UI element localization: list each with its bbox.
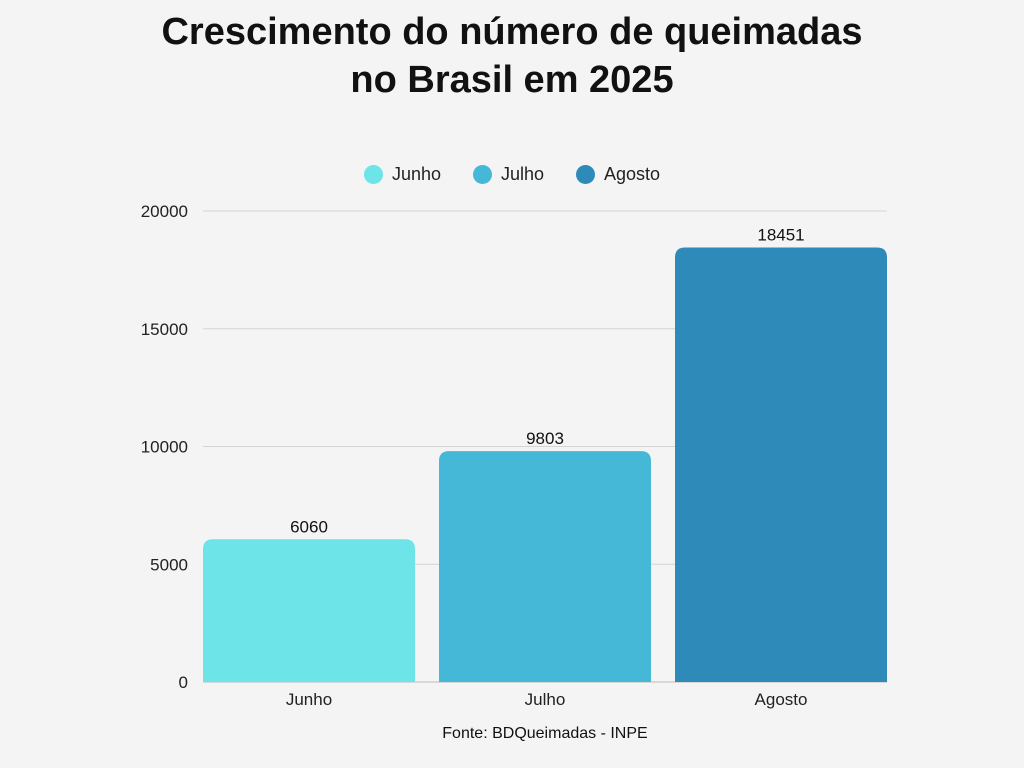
legend-label-julho: Julho <box>500 164 545 184</box>
x-tick-label-agosto: Agosto <box>755 690 808 709</box>
legend-item-julho[interactable]: Julho <box>472 164 545 185</box>
chart-title-line-1: Crescimento do número de queimadas <box>161 11 863 53</box>
y-tick-label-0: 0 <box>179 673 188 692</box>
data-label-agosto: 18451 <box>757 225 804 244</box>
data-label-junho: 6060 <box>290 517 328 536</box>
bar-agosto <box>675 247 887 682</box>
chart-title-line-2: no Brasil em 2025 <box>350 59 674 101</box>
y-tick-label-10000: 10000 <box>141 438 188 457</box>
legend-item-agosto[interactable]: Agosto <box>576 164 660 185</box>
legend-label-agosto: Agosto <box>604 164 661 184</box>
chart-title: Crescimento do número de queimadas no Br… <box>0 8 1024 104</box>
y-tick-label-15000: 15000 <box>141 320 188 339</box>
data-label-julho: 9803 <box>526 429 564 448</box>
legend-swatch-junho <box>363 165 383 184</box>
x-tick-label-julho: Julho <box>525 690 566 709</box>
legend-label-junho: Junho <box>391 164 441 184</box>
x-tick-label-junho: Junho <box>286 690 332 709</box>
bar-julho <box>439 451 651 682</box>
legend-swatch-julho <box>472 165 492 184</box>
source-note: Fonte: BDQueimadas - INPE <box>442 725 648 742</box>
legend-item-junho[interactable]: Junho <box>363 164 441 185</box>
legend-swatch-agosto <box>576 165 596 184</box>
bar-junho <box>203 539 415 682</box>
chart-legend: Junho Julho Agosto <box>0 164 1024 185</box>
y-tick-label-20000: 20000 <box>141 202 188 221</box>
y-tick-label-5000: 5000 <box>150 555 188 574</box>
